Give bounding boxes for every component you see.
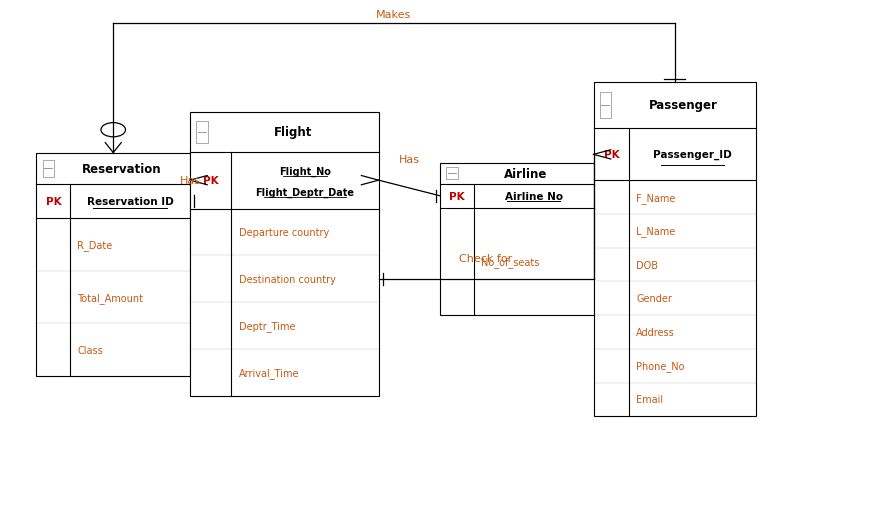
Text: Check for: Check for [459, 253, 513, 263]
Text: DOB: DOB [636, 260, 658, 270]
Text: Flight_Deptr_Date: Flight_Deptr_Date [255, 187, 355, 197]
Text: Arrival_Time: Arrival_Time [238, 367, 299, 378]
Text: Airline No: Airline No [504, 191, 562, 202]
Text: Flight_No: Flight_No [279, 166, 331, 176]
Bar [190, 113, 378, 396]
Text: Departure country: Departure country [238, 228, 329, 238]
Text: Address: Address [636, 327, 675, 337]
Text: R_Date: R_Date [77, 240, 113, 250]
Text: Has: Has [180, 176, 201, 185]
Text: Destination country: Destination country [238, 274, 335, 285]
Text: Gender: Gender [636, 294, 672, 304]
Text: Phone_No: Phone_No [636, 360, 685, 372]
Text: F_Name: F_Name [636, 192, 676, 203]
Bar [599, 93, 611, 119]
Text: No_of_seats: No_of_seats [480, 256, 539, 267]
Bar [42, 160, 54, 178]
Text: PK: PK [604, 150, 620, 160]
Bar [446, 168, 458, 180]
Text: Passenger_ID: Passenger_ID [653, 150, 732, 160]
Text: Passenger: Passenger [649, 99, 718, 112]
Text: Deptr_Time: Deptr_Time [238, 321, 295, 331]
Text: PK: PK [46, 196, 62, 207]
Text: Flight: Flight [274, 126, 312, 139]
Text: Class: Class [77, 345, 103, 355]
Text: Email: Email [636, 394, 664, 405]
Text: Reservation: Reservation [82, 162, 162, 175]
Text: Total_Amount: Total_Amount [77, 292, 143, 303]
Text: PK: PK [203, 176, 218, 186]
Text: Airline: Airline [504, 167, 547, 181]
Text: PK: PK [449, 191, 465, 202]
Text: Has: Has [399, 155, 420, 164]
Text: Reservation ID: Reservation ID [87, 196, 173, 207]
Text: L_Name: L_Name [636, 226, 676, 237]
Bar [196, 122, 208, 144]
Text: Makes: Makes [377, 10, 412, 20]
Bar [36, 153, 190, 376]
Bar [593, 82, 756, 416]
Bar [440, 163, 593, 315]
